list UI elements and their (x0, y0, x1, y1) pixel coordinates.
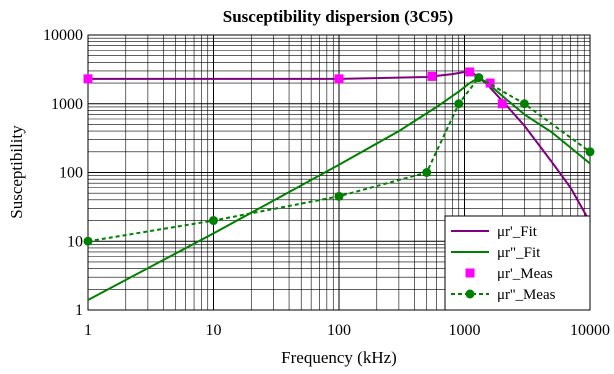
legend-swatch-marker (465, 268, 475, 278)
data-point (334, 74, 344, 84)
legend-label: μr"_Fit (497, 245, 541, 261)
data-point (497, 99, 507, 109)
y-tick-label: 1 (75, 302, 83, 319)
data-point (422, 168, 432, 177)
data-point (209, 216, 218, 226)
series-3 (83, 73, 595, 246)
data-point (519, 99, 529, 109)
series-2 (83, 67, 507, 109)
data-point (334, 191, 344, 201)
y-tick-label: 1000 (51, 96, 83, 113)
data-point (83, 74, 93, 84)
legend-swatch-marker (465, 289, 475, 299)
x-tick-label: 1 (84, 322, 92, 339)
y-tick-labels: 1 10 100 1000 10000 (43, 27, 83, 319)
series-line (87, 76, 591, 243)
x-tick-label: 10 (206, 322, 222, 339)
legend-item: μr"_Fit (451, 245, 541, 261)
chart-title: Susceptibility dispersion (3C95) (223, 7, 453, 26)
y-tick-label: 10000 (43, 27, 83, 44)
legend-label: μr''_Meas (497, 287, 556, 303)
data-point (427, 71, 437, 81)
data-point (83, 236, 93, 246)
x-tick-label: 1000 (449, 322, 481, 339)
x-tick-labels: 1 10 100 1000 10000 (84, 322, 610, 339)
series-line (87, 76, 591, 301)
legend-item: μr''_Meas (451, 287, 556, 303)
data-point (485, 78, 495, 88)
data-point (465, 67, 475, 77)
y-tick-label: 10 (67, 233, 83, 250)
legend-label: μr'_Fit (497, 224, 538, 240)
data-point (474, 73, 484, 83)
plot-area-frame (87, 34, 591, 311)
legend: μr'_Fit μr"_Fit μr'_Meas μr''_Meas (444, 215, 591, 311)
series-1 (87, 76, 591, 301)
y-tick-label: 100 (59, 165, 83, 182)
y-axis-label: Susceptibility (7, 125, 26, 219)
x-tick-label: 100 (327, 322, 351, 339)
series-layer (83, 67, 595, 301)
legend-item: μr'_Meas (465, 266, 553, 282)
legend-item: μr'_Fit (451, 224, 538, 240)
x-axis-label: Frequency (kHz) (281, 348, 397, 367)
x-tick-label: 10000 (570, 322, 610, 339)
data-point (454, 99, 464, 109)
legend-label: μr'_Meas (497, 266, 553, 282)
data-point (585, 147, 595, 157)
